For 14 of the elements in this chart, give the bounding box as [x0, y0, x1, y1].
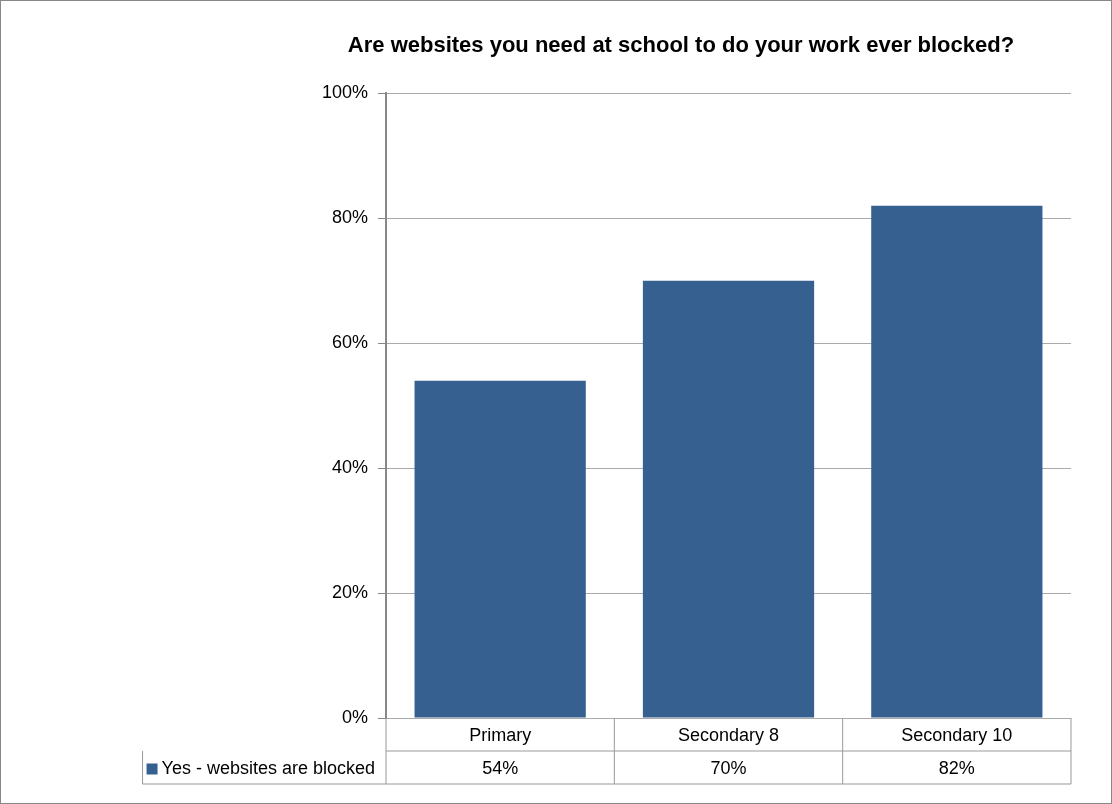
y-tick-label: 60%: [331, 332, 368, 353]
x-tick-label: Secondary 10: [901, 725, 1013, 746]
y-tick-label: 80%: [331, 207, 368, 228]
y-tick-label: 100%: [321, 82, 368, 103]
data-label: 82%: [938, 758, 975, 779]
data-label: 54%: [482, 758, 519, 779]
data-label: 70%: [710, 758, 747, 779]
chart-title: Are websites you need at school to do your work ever blocked?: [347, 32, 1015, 58]
y-tick-label: 40%: [331, 457, 368, 478]
y-tick-label: 0%: [341, 706, 368, 727]
x-tick-label: Secondary 8: [677, 725, 780, 746]
x-tick-label: Primary: [469, 725, 532, 746]
legend-label: Yes - websites are blocked: [161, 758, 375, 779]
y-tick-label: 20%: [331, 582, 368, 603]
